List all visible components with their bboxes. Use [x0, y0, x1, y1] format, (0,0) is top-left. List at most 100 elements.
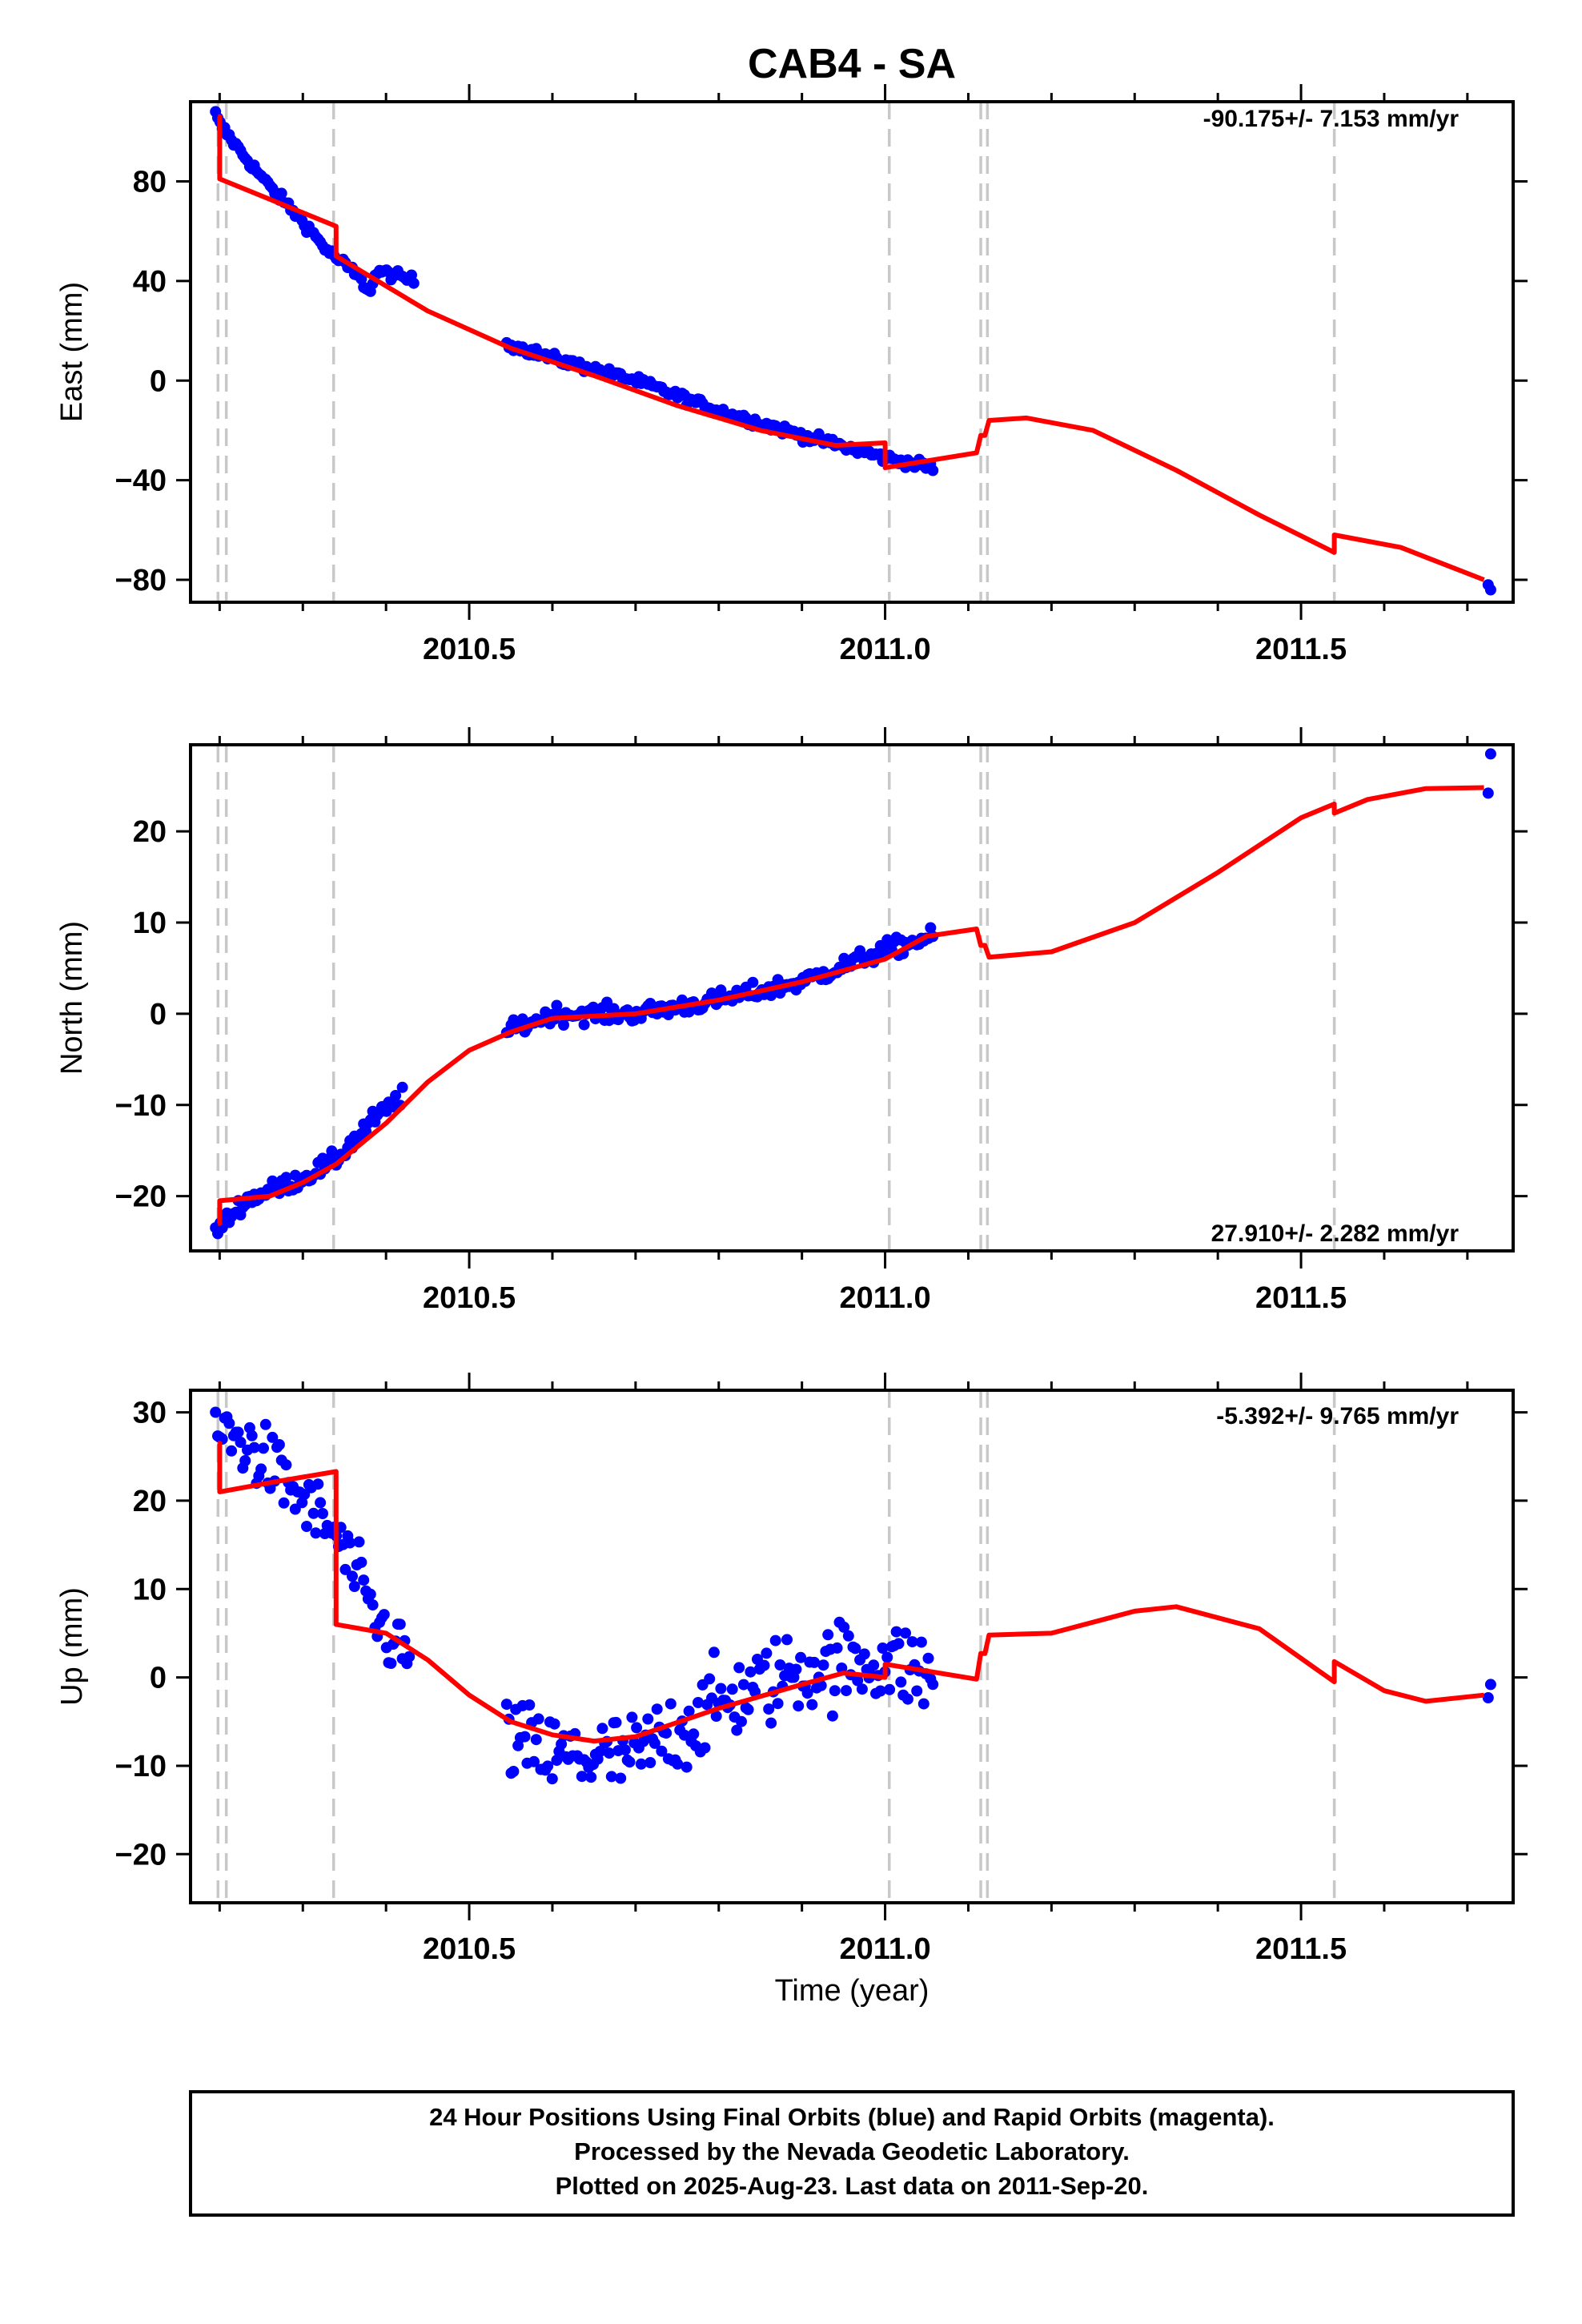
- data-point: [761, 1647, 773, 1659]
- data-point: [585, 1771, 597, 1783]
- data-point: [829, 1685, 841, 1697]
- y-axis-label: North (mm): [55, 921, 89, 1075]
- x-tick-label: 2011.5: [1255, 633, 1347, 666]
- data-point: [232, 1426, 244, 1438]
- data-point: [683, 1705, 695, 1717]
- data-point: [551, 1755, 563, 1767]
- data-point: [1484, 748, 1496, 760]
- data-point: [758, 1659, 770, 1671]
- data-point: [556, 1738, 568, 1750]
- data-point: [838, 1621, 850, 1633]
- rate-label: 27.910+/- 2.282 mm/yr: [1211, 1220, 1460, 1247]
- x-tick-label: 2010.5: [423, 1281, 516, 1315]
- data-point: [900, 1627, 911, 1639]
- y-axis-label: Up (mm): [55, 1587, 89, 1706]
- data-point: [624, 1756, 636, 1768]
- data-point: [596, 1723, 608, 1735]
- data-point: [826, 1710, 838, 1722]
- x-tick-label: 2011.5: [1255, 1932, 1347, 1966]
- data-point: [874, 1685, 886, 1697]
- data-point: [594, 1746, 606, 1757]
- x-tick-label: 2011.5: [1255, 1281, 1347, 1315]
- data-point: [278, 1497, 290, 1509]
- data-point: [868, 1659, 880, 1671]
- footer-box: 24 Hour Positions Using Final Orbits (bl…: [189, 2090, 1515, 2217]
- data-point: [339, 1563, 351, 1575]
- data-point: [858, 1648, 870, 1660]
- data-point: [404, 1651, 416, 1663]
- data-point: [906, 1636, 918, 1648]
- data-point: [348, 1581, 360, 1592]
- data-point: [307, 1507, 319, 1519]
- data-point: [1482, 1692, 1494, 1703]
- x-tick-label: 2011.0: [839, 1932, 930, 1966]
- data-point: [610, 1716, 622, 1728]
- data-point: [355, 1556, 367, 1568]
- data-point: [619, 1744, 631, 1756]
- data-point: [299, 1489, 311, 1501]
- position-dots: [210, 1406, 1496, 1785]
- data-point: [317, 1508, 328, 1519]
- data-point: [500, 1699, 512, 1711]
- data-point: [901, 1693, 913, 1705]
- data-point: [246, 1429, 258, 1441]
- data-point: [344, 1537, 356, 1549]
- y-tick-label: 0: [150, 364, 167, 398]
- data-point: [532, 1713, 544, 1725]
- y-tick-label: 30: [133, 1397, 167, 1430]
- data-point: [226, 1445, 238, 1457]
- data-point: [524, 1699, 536, 1711]
- data-point: [747, 976, 759, 988]
- plot-frame: [189, 1389, 1515, 1904]
- data-point: [273, 1439, 285, 1450]
- data-point: [806, 1699, 818, 1711]
- data-point: [895, 1676, 907, 1688]
- data-point: [651, 1703, 663, 1715]
- x-tick-label: 2010.5: [423, 633, 516, 666]
- footer-line-2: Processed by the Nevada Geodetic Laborat…: [574, 2137, 1130, 2165]
- data-point: [1484, 1679, 1496, 1691]
- data-point: [626, 1711, 638, 1723]
- data-point: [528, 1755, 540, 1767]
- x-tick-label: 2011.0: [839, 1281, 930, 1315]
- y-tick-label: 80: [133, 166, 167, 199]
- footer-border: [189, 2090, 1515, 2217]
- data-point: [542, 1760, 554, 1772]
- data-point: [769, 1634, 781, 1647]
- data-point: [884, 1683, 896, 1695]
- model-line: [217, 785, 1484, 1226]
- data-point: [548, 1718, 560, 1730]
- data-point: [603, 1747, 615, 1759]
- data-point: [390, 1090, 402, 1101]
- data-point: [578, 1019, 590, 1031]
- data-point: [353, 1536, 365, 1548]
- data-point: [656, 1745, 668, 1757]
- data-point: [358, 1574, 370, 1586]
- data-point: [765, 1717, 777, 1729]
- data-point: [508, 1766, 520, 1777]
- footer-line-3: Plotted on 2025-Aug-23. Last data on 201…: [556, 2172, 1149, 2200]
- data-point: [315, 1497, 327, 1509]
- y-tick-label: 10: [133, 1573, 167, 1606]
- data-point: [726, 1683, 738, 1695]
- data-point: [396, 1081, 408, 1093]
- data-point: [849, 1642, 861, 1655]
- data-point: [267, 1431, 279, 1443]
- data-point: [815, 1679, 827, 1691]
- data-point: [922, 1652, 934, 1664]
- data-point: [558, 1019, 569, 1031]
- data-point: [310, 1527, 322, 1539]
- data-point: [223, 1417, 235, 1429]
- plot-frame: [189, 100, 1515, 604]
- data-point: [576, 1771, 588, 1783]
- y-axis-label: East (mm): [55, 282, 89, 422]
- model-line: [217, 114, 1485, 582]
- x-tick-label: 2011.0: [839, 633, 930, 666]
- position-dots: [210, 748, 1496, 1240]
- data-point: [644, 1757, 656, 1768]
- data-point: [408, 277, 420, 289]
- data-point: [347, 1570, 358, 1582]
- data-point: [235, 1437, 247, 1448]
- data-point: [795, 1651, 807, 1663]
